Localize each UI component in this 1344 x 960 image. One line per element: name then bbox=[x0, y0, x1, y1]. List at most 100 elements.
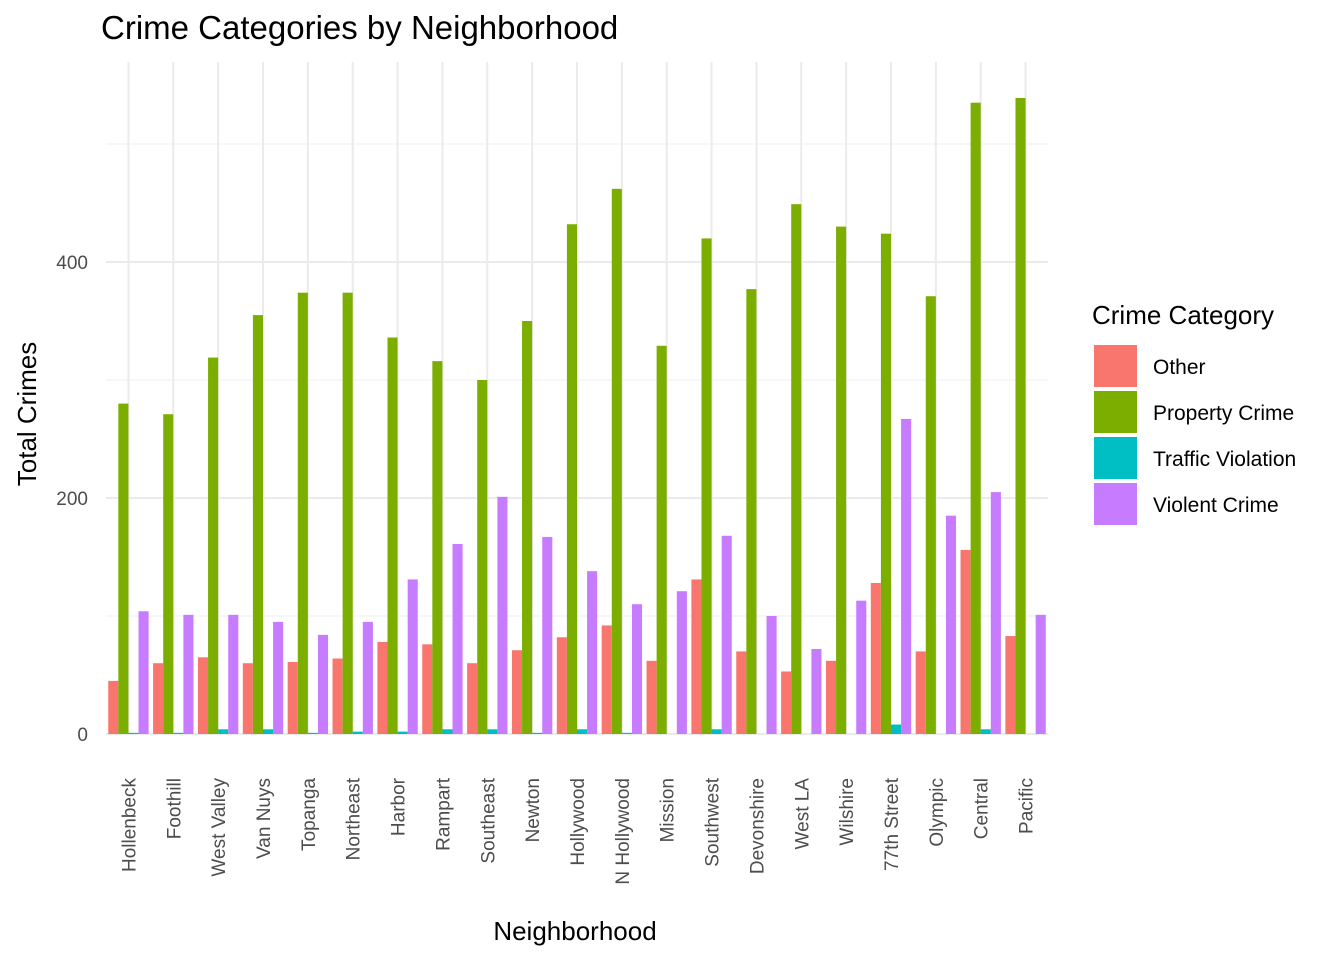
bar bbox=[228, 614, 239, 734]
x-tick-label: Topanga bbox=[299, 778, 320, 851]
bar bbox=[307, 732, 318, 734]
x-tick-label: Southeast bbox=[478, 777, 499, 863]
bar bbox=[467, 663, 478, 734]
x-tick-label: Van Nuys bbox=[254, 778, 275, 859]
bar bbox=[422, 644, 433, 734]
bar bbox=[836, 226, 847, 734]
bar bbox=[1005, 636, 1016, 734]
bar bbox=[676, 591, 687, 734]
x-tick-label: Harbor bbox=[389, 777, 410, 836]
x-tick-label: Pacific bbox=[1017, 778, 1038, 834]
bar bbox=[208, 357, 219, 734]
bar bbox=[880, 233, 891, 734]
bar bbox=[746, 289, 757, 734]
bar bbox=[915, 651, 926, 734]
chart-title: Crime Categories by Neighborhood bbox=[101, 9, 618, 46]
legend-label: Other bbox=[1153, 356, 1206, 379]
bar bbox=[377, 641, 388, 734]
bar bbox=[138, 611, 149, 734]
bar bbox=[197, 657, 209, 734]
x-tick-label: West Valley bbox=[209, 778, 230, 877]
bar bbox=[497, 496, 508, 734]
bar bbox=[452, 544, 463, 734]
bar bbox=[387, 337, 398, 734]
bar bbox=[970, 102, 981, 734]
bar bbox=[442, 729, 453, 734]
bar bbox=[407, 579, 418, 734]
x-tick-label: 77th Street bbox=[882, 777, 903, 871]
bar bbox=[556, 637, 567, 734]
bar bbox=[252, 315, 263, 734]
bar bbox=[297, 292, 308, 734]
x-tick-label: Hollywood bbox=[568, 778, 589, 866]
bar bbox=[980, 729, 991, 734]
bars bbox=[108, 97, 1046, 735]
bar bbox=[646, 660, 657, 734]
bar bbox=[263, 729, 274, 734]
bar bbox=[317, 634, 329, 734]
bar bbox=[173, 732, 184, 734]
bar bbox=[611, 188, 622, 735]
bar bbox=[656, 345, 667, 734]
bar bbox=[1015, 97, 1026, 735]
x-tick-label: Northeast bbox=[344, 777, 365, 860]
legend-label: Violent Crime bbox=[1153, 494, 1279, 517]
bar bbox=[811, 649, 822, 734]
bar bbox=[566, 224, 577, 735]
legend-key bbox=[1094, 391, 1137, 433]
bar bbox=[711, 729, 722, 734]
x-axis-ticks: Hollenbeck Foothill West Valley Van Nuys Top… bbox=[119, 777, 1037, 884]
x-tick-label: Foothill bbox=[164, 778, 185, 839]
bar bbox=[621, 732, 632, 734]
x-tick-label: Wilshire bbox=[837, 778, 858, 846]
bar bbox=[108, 680, 119, 734]
legend-label: Property Crime bbox=[1153, 402, 1294, 425]
x-tick-label: West LA bbox=[792, 778, 813, 850]
x-tick-label: Central bbox=[972, 778, 993, 839]
bar bbox=[856, 600, 867, 734]
x-tick-label: Hollenbeck bbox=[119, 778, 140, 872]
bar bbox=[487, 729, 498, 734]
bar bbox=[825, 660, 837, 734]
legend: Crime Category Other Property Crime Traffi… bbox=[1092, 300, 1296, 525]
bar bbox=[891, 724, 902, 734]
y-tick-label: 200 bbox=[56, 489, 88, 510]
bar bbox=[945, 515, 957, 734]
y-axis-ticks: 0 200 400 bbox=[56, 253, 88, 746]
bar bbox=[273, 621, 284, 734]
bar bbox=[218, 729, 229, 734]
x-axis-title: Neighborhood bbox=[493, 916, 656, 946]
legend-title: Crime Category bbox=[1092, 300, 1274, 330]
bar bbox=[721, 535, 732, 734]
x-tick-label: Mission bbox=[658, 778, 679, 842]
bar bbox=[397, 731, 408, 734]
bar bbox=[901, 418, 912, 734]
bar bbox=[631, 604, 643, 734]
bar bbox=[287, 662, 298, 734]
bar bbox=[532, 732, 543, 734]
bar bbox=[128, 732, 139, 734]
legend-key bbox=[1094, 345, 1137, 387]
bar bbox=[522, 321, 533, 734]
bar bbox=[332, 658, 343, 734]
legend-label: Traffic Violation bbox=[1153, 448, 1296, 471]
bar bbox=[577, 729, 588, 734]
bar bbox=[701, 238, 712, 734]
bar bbox=[242, 663, 253, 734]
bar bbox=[791, 204, 802, 734]
bar bbox=[153, 663, 164, 734]
bar bbox=[118, 403, 129, 734]
bar bbox=[781, 671, 792, 734]
bar bbox=[870, 582, 881, 734]
bar bbox=[1035, 614, 1046, 734]
legend-key bbox=[1094, 483, 1137, 525]
y-tick-label: 0 bbox=[77, 725, 88, 746]
bar bbox=[587, 571, 598, 734]
y-tick-label: 400 bbox=[56, 253, 88, 274]
bar bbox=[691, 579, 702, 734]
bar bbox=[477, 380, 488, 734]
bar bbox=[362, 621, 373, 734]
x-tick-label: Rampart bbox=[433, 777, 454, 851]
bar bbox=[352, 731, 363, 734]
